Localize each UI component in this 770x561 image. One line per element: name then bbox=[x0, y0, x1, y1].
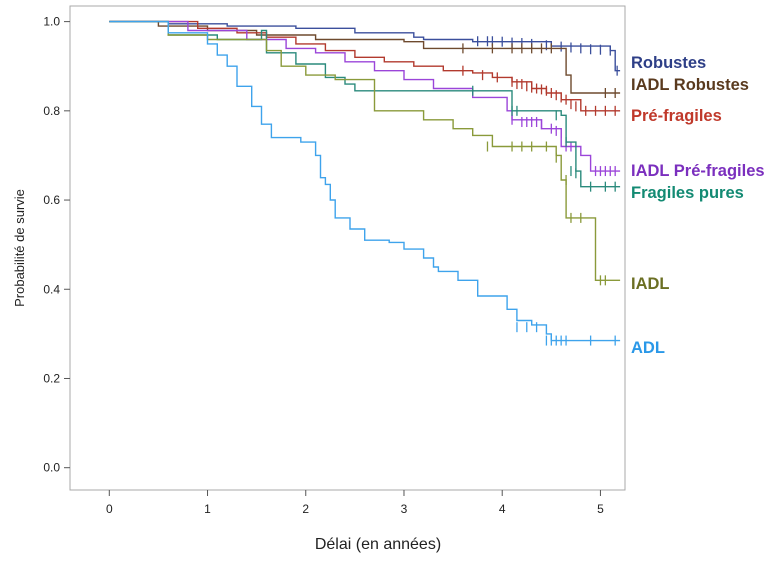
series-iadl-pre-fragiles bbox=[109, 20, 621, 177]
curve-line bbox=[109, 20, 621, 94]
survival-curves bbox=[109, 20, 621, 346]
x-axis-title: Délai (en années) bbox=[315, 536, 441, 553]
x-tick-label: 5 bbox=[597, 502, 604, 516]
label-pre-fragiles: Pré-fragiles bbox=[631, 107, 722, 125]
series-iadl-robustes bbox=[109, 20, 621, 98]
curve-line bbox=[109, 20, 621, 281]
curve-line bbox=[109, 20, 621, 172]
curve-line bbox=[109, 20, 621, 188]
curve-line bbox=[109, 20, 621, 72]
series-robustes bbox=[109, 20, 621, 76]
series-iadl bbox=[109, 20, 621, 286]
label-fragiles-pures: Fragiles pures bbox=[631, 184, 744, 202]
series-labels: Robustes IADL Robustes Pré-fragiles IADL Pr… bbox=[631, 54, 765, 357]
y-tick-label: 0.2 bbox=[43, 371, 60, 385]
y-tick-label: 0.4 bbox=[43, 282, 60, 296]
y-axis-title: Probabilité de survie bbox=[12, 189, 27, 307]
label-iadl-robustes: IADL Robustes bbox=[631, 76, 749, 94]
x-tick-label: 3 bbox=[401, 502, 408, 516]
x-axis: 0 1 2 3 4 5 bbox=[106, 490, 604, 516]
label-iadl-pre-fragiles: IADL Pré-fragiles bbox=[631, 162, 765, 180]
x-tick-label: 4 bbox=[499, 502, 506, 516]
plot-frame bbox=[69, 5, 626, 491]
label-iadl: IADL bbox=[631, 275, 670, 293]
y-tick-label: 0.8 bbox=[43, 104, 60, 118]
x-tick-label: 2 bbox=[302, 502, 309, 516]
y-axis: 0.0 0.2 0.4 0.6 0.8 1.0 bbox=[43, 15, 70, 475]
y-tick-label: 0.0 bbox=[43, 461, 60, 475]
curve-line bbox=[109, 20, 621, 342]
series-pre-fragiles bbox=[109, 20, 621, 116]
x-tick-label: 1 bbox=[204, 502, 211, 516]
series-adl bbox=[109, 20, 621, 346]
series-fragiles-pures bbox=[109, 20, 621, 192]
x-tick-label: 0 bbox=[106, 502, 113, 516]
y-tick-label: 0.6 bbox=[43, 193, 60, 207]
y-tick-label: 1.0 bbox=[43, 15, 60, 29]
label-robustes: Robustes bbox=[631, 54, 706, 72]
label-adl: ADL bbox=[631, 339, 665, 357]
